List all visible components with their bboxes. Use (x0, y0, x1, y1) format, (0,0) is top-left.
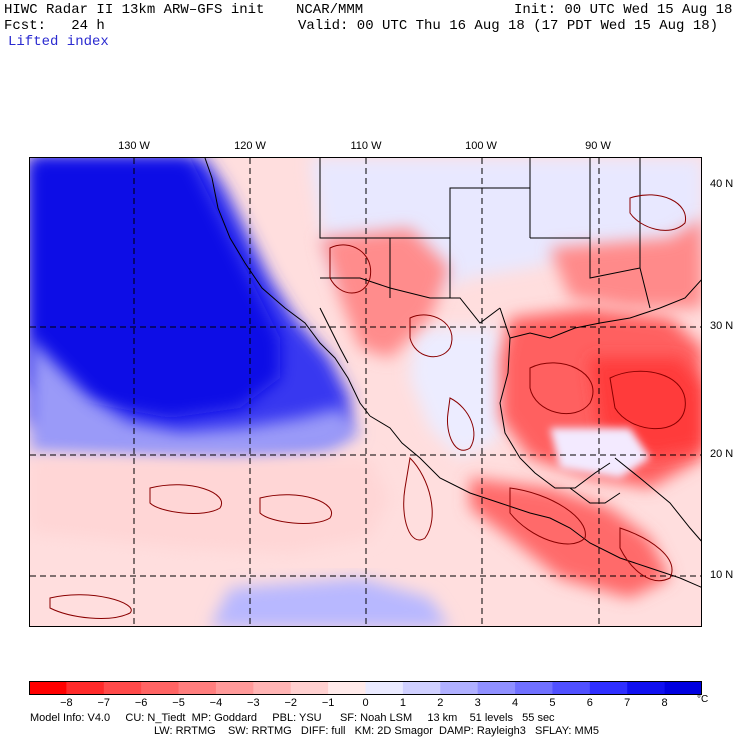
li-contours (49, 194, 686, 619)
tropical-ocean-band (30, 458, 390, 553)
init-time: Init: 00 UTC Wed 15 Aug 18 (514, 2, 733, 18)
colorbar-tick-label: 2 (437, 697, 444, 709)
colorbar-swatch (589, 681, 628, 695)
colorbar-swatch (365, 681, 404, 695)
lat-label: 30 N (710, 320, 734, 332)
colorbar-swatch (215, 681, 254, 695)
lon-label: 120 W (234, 140, 266, 152)
field-name: Lifted index (8, 34, 109, 50)
colorbar-tick-label: 5 (549, 697, 556, 709)
colorbar-tick-label: −4 (209, 697, 223, 709)
plateau-stable-region (410, 328, 510, 458)
colorbar-tick-label: −7 (97, 697, 111, 709)
colorbar-unit: °C (697, 694, 709, 705)
lat-label: 20 N (710, 448, 734, 460)
colorbar-swatch (141, 681, 180, 695)
lon-label: 130 W (118, 140, 150, 152)
colorbar-swatch (253, 681, 292, 695)
coastlines (204, 158, 701, 588)
forecast-hour: Fcst: 24 h (4, 18, 105, 34)
lat-label: 40 N (710, 178, 734, 190)
org-label: NCAR/MMM (296, 2, 364, 18)
central-america-unstable (470, 478, 670, 598)
colorbar-tick-label: 8 (661, 697, 668, 709)
colorbar-tick-label: −3 (247, 697, 260, 709)
stable-ocean-core (30, 158, 280, 418)
colorbar-tick-label: 7 (624, 697, 631, 709)
colorbar-swatch (440, 681, 479, 695)
lon-label: 90 W (585, 140, 611, 152)
colorbar-tick-label: −2 (284, 697, 297, 709)
ocean-transition (30, 338, 360, 463)
colorbar-swatch (627, 681, 666, 695)
colorbar-tick-label: 6 (586, 697, 593, 709)
colorbar-swatch (103, 681, 142, 695)
lon-label: 100 W (465, 140, 497, 152)
colorbar-tick-label: −8 (60, 697, 73, 709)
colorbar-swatch (328, 681, 366, 695)
valid-time: Valid: 00 UTC Thu 16 Aug 18 (17 PDT Wed … (298, 18, 719, 34)
colorbar-swatch (29, 681, 67, 695)
colorbar-swatch (178, 681, 217, 695)
colorbar-swatch (66, 681, 105, 695)
lat-label: 10 N (710, 569, 734, 581)
lon-label: 110 W (350, 140, 382, 152)
colorbar-tick-label: −5 (172, 697, 185, 709)
model-info-line2: LW: RRTMG SW: RRTMG DIFF: full KM: 2D Sm… (154, 725, 599, 737)
eastern-us-unstable (550, 219, 701, 308)
colorbar-swatch (664, 681, 702, 695)
south-stable-patch (211, 578, 449, 626)
colorbar-swatch (515, 681, 553, 695)
colorbar-tick-label: −1 (321, 697, 335, 709)
political-borders (319, 158, 651, 504)
colorbar-tick-label: 3 (474, 697, 481, 709)
colorbar-tick-label: −6 (134, 697, 148, 709)
colorbar (29, 681, 702, 695)
lat-lon-grid (30, 158, 701, 626)
colorbar-border (29, 681, 702, 695)
colorbar-swatch (477, 681, 516, 695)
lifted-index-map (29, 157, 702, 627)
model-info-line1: Model Info: V4.0 CU: N_Tiedt MP: Goddard… (30, 712, 555, 724)
colorbar-swatch (290, 681, 329, 695)
colorbar-tick-label: 4 (511, 697, 519, 709)
southwest-unstable (320, 228, 450, 358)
model-title: HIWC Radar II 13km ARW–GFS init (4, 2, 265, 18)
colorbar-tick-label: 1 (399, 697, 406, 709)
colorbar-tick-label: 0 (362, 697, 369, 709)
colorbar-swatch (552, 681, 591, 695)
colorbar-swatch (402, 681, 441, 695)
map-field-svg (30, 158, 701, 626)
